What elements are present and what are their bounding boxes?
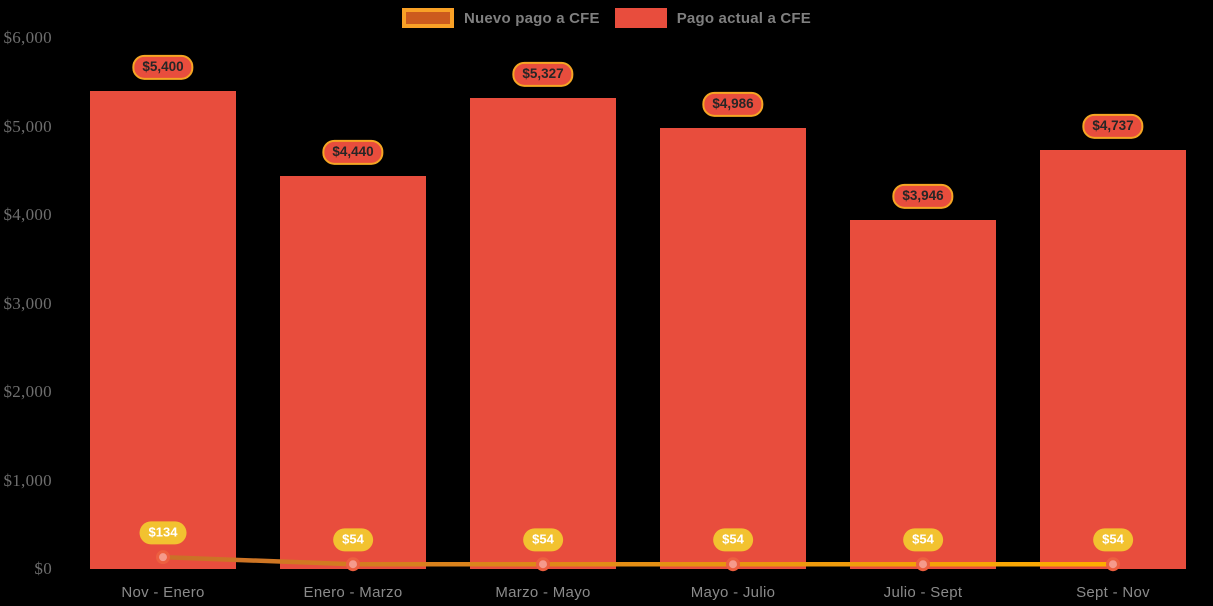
x-axis-category-label: Enero - Marzo (303, 584, 403, 601)
line-point-marker[interactable] (536, 557, 550, 572)
bar-pago-actual[interactable] (470, 97, 616, 569)
x-axis-category-label: Julio - Sept (883, 584, 963, 601)
bar-series-swatch-icon (614, 8, 667, 28)
line-point-marker[interactable] (346, 557, 360, 572)
x-axis-category-label: Sept - Nov (1076, 584, 1150, 601)
line-value-label: $54 (1093, 528, 1133, 552)
x-axis-category-label: Nov - Enero (121, 584, 205, 601)
bar-value-label: $4,440 (322, 139, 384, 166)
y-axis-tick-label: $3,000 (3, 293, 52, 313)
y-axis-tick-label: $5,000 (3, 116, 52, 136)
line-value-label: $54 (713, 528, 753, 552)
bar-pago-actual[interactable] (1040, 149, 1186, 569)
chart-legend: Nuevo pago a CFE Pago actual a CFE (0, 8, 1213, 28)
bar-value-label: $5,400 (132, 54, 194, 81)
legend-label-nuevo-pago: Nuevo pago a CFE (464, 9, 600, 27)
bar-value-label: $4,986 (702, 91, 764, 117)
legend-item-pago-actual[interactable]: Pago actual a CFE (614, 8, 811, 28)
line-nuevo-pago (160, 554, 1116, 567)
line-value-label: $134 (139, 521, 187, 545)
x-axis-category-label: Marzo - Mayo (495, 584, 591, 601)
bar-value-label: $4,737 (1082, 113, 1144, 139)
bar-pago-actual[interactable] (660, 127, 806, 569)
line-value-label: $54 (903, 528, 943, 552)
line-value-label: $54 (523, 528, 563, 552)
line-point-marker[interactable] (1106, 557, 1120, 572)
y-axis-tick-label: $0 (34, 559, 52, 578)
legend-label-pago-actual: Pago actual a CFE (676, 9, 811, 27)
bar-pago-actual[interactable] (850, 219, 996, 569)
bar-value-label: $3,946 (892, 183, 954, 209)
line-value-label: $54 (333, 528, 373, 552)
y-axis-tick-label: $2,000 (3, 382, 52, 401)
y-axis-tick-label: $4,000 (3, 205, 52, 224)
line-series-swatch-icon (402, 8, 454, 28)
x-axis-category-label: Mayo - Julio (690, 584, 776, 601)
line-point-marker[interactable] (916, 557, 930, 572)
bar-value-label: $5,327 (512, 61, 574, 87)
legend-item-nuevo-pago[interactable]: Nuevo pago a CFE (402, 8, 600, 28)
bar-pago-actual[interactable] (280, 176, 426, 569)
y-axis-tick-label: $6,000 (3, 28, 52, 47)
y-axis-tick-label: $1,000 (3, 470, 52, 490)
line-point-marker[interactable] (726, 557, 740, 572)
line-point-marker[interactable] (156, 550, 170, 565)
bar-pago-actual[interactable] (90, 91, 236, 569)
